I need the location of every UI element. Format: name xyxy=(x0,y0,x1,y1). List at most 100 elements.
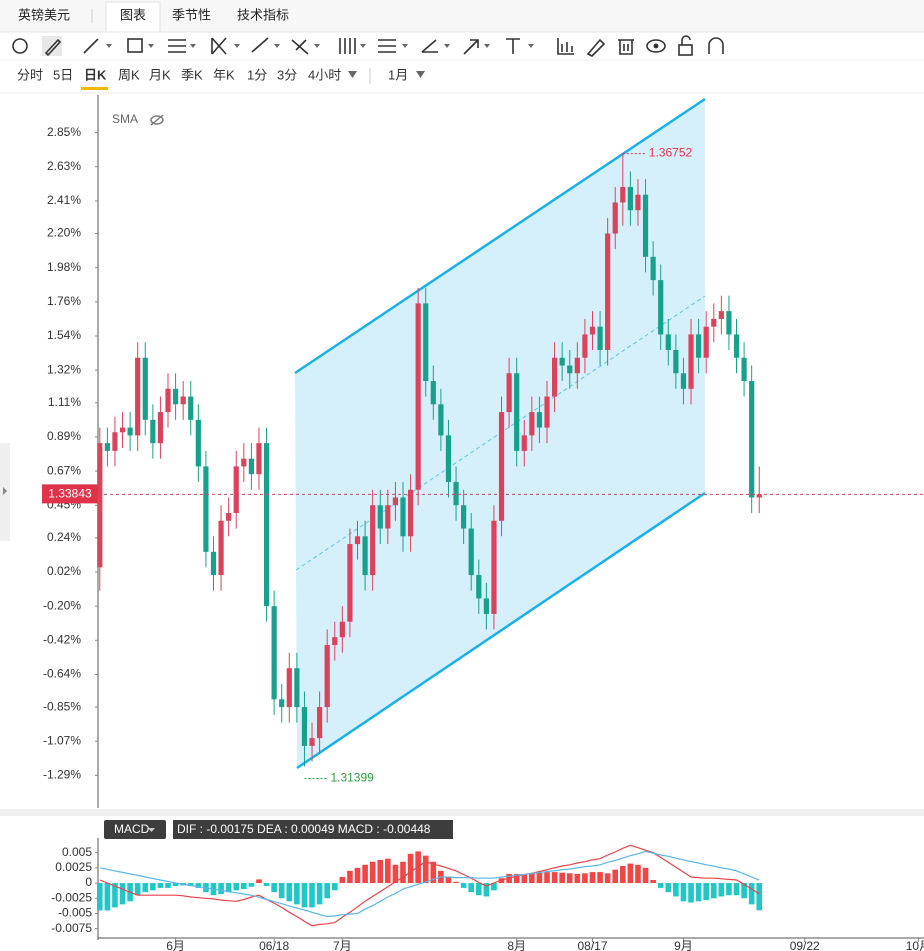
tool-icon[interactable] xyxy=(708,37,724,54)
x-tick-label: 08/17 xyxy=(577,939,607,951)
interval[interactable]: 1分 xyxy=(247,67,267,82)
tool-icon[interactable] xyxy=(127,38,143,53)
candle-body xyxy=(551,357,558,397)
dif-line xyxy=(99,844,760,927)
tool-icon[interactable] xyxy=(586,38,606,57)
interval[interactable]: 季K xyxy=(181,67,203,82)
x-tick-label: 9月 xyxy=(674,939,693,951)
candle-body xyxy=(476,575,482,599)
tool-icon[interactable] xyxy=(44,38,62,57)
macd-bar xyxy=(187,883,194,887)
interval[interactable]: 4小时 xyxy=(308,67,341,82)
tool-icon[interactable] xyxy=(251,37,269,53)
macd-bar xyxy=(392,864,399,884)
tool-icon[interactable] xyxy=(339,38,356,54)
macd-bar xyxy=(748,883,755,905)
tool-icon[interactable] xyxy=(618,39,634,55)
candle-body xyxy=(203,466,209,552)
indicator-label[interactable]: SMA xyxy=(112,112,138,126)
interval[interactable]: 5日 xyxy=(53,67,73,82)
candle-body xyxy=(733,334,740,358)
candle-body xyxy=(119,427,126,433)
candle-body xyxy=(279,699,285,708)
macd-bar xyxy=(453,881,459,884)
tool-icon[interactable] xyxy=(678,44,693,56)
candle-body xyxy=(453,481,459,506)
tool-icon[interactable] xyxy=(211,37,227,55)
tool-icon[interactable] xyxy=(291,39,309,55)
macd-y-tick-label: -0.0075 xyxy=(51,921,92,935)
interval[interactable]: 年K xyxy=(213,67,235,82)
interval[interactable]: 日K xyxy=(84,67,107,82)
macd-bar xyxy=(710,883,717,899)
candle-body xyxy=(438,404,444,436)
candle-body xyxy=(218,520,224,576)
macd-button-label[interactable]: MACD xyxy=(114,822,150,836)
macd-bar xyxy=(612,869,619,884)
macd-bar xyxy=(559,872,565,884)
interval[interactable]: 3分 xyxy=(277,67,297,82)
candle-body xyxy=(483,598,489,614)
tool-icon[interactable] xyxy=(378,39,396,53)
tab[interactable]: 技术指标 xyxy=(237,7,289,22)
candle-body xyxy=(559,357,565,366)
tool-icon[interactable] xyxy=(168,39,186,53)
candle-body xyxy=(97,443,103,568)
macd-bar xyxy=(620,866,626,884)
candle-body xyxy=(696,334,702,358)
candle-body xyxy=(642,194,649,257)
eye-slash xyxy=(150,114,164,126)
tool-icon[interactable] xyxy=(83,38,99,54)
candle-body xyxy=(430,381,436,405)
candle-body xyxy=(135,357,141,436)
y-tick-label: 2.85% xyxy=(47,125,81,139)
high-label: 1.36752 xyxy=(649,146,693,160)
macd-bar xyxy=(483,883,490,897)
candle-body xyxy=(362,536,368,576)
y-tick-label: -0.20% xyxy=(43,598,81,612)
candle-body xyxy=(241,458,247,467)
candle-body xyxy=(635,194,641,211)
macd-bar xyxy=(233,883,240,891)
channel-lower-line xyxy=(296,491,706,770)
macd-bar xyxy=(369,861,376,884)
tool-icon[interactable] xyxy=(506,38,520,54)
tool-icon[interactable] xyxy=(646,39,666,53)
side-arrow xyxy=(3,487,7,495)
candle-body xyxy=(514,373,520,451)
interval[interactable]: 周K xyxy=(118,67,140,82)
macd-bar xyxy=(134,883,141,896)
candle-body xyxy=(317,707,323,739)
candle-body xyxy=(521,435,527,451)
interval[interactable]: 月K xyxy=(149,67,171,82)
tool-icon[interactable] xyxy=(557,38,574,55)
symbol-name[interactable]: 英镑美元 xyxy=(18,7,70,22)
macd-bar xyxy=(248,883,255,887)
candle-body xyxy=(741,357,747,382)
y-tick-label: -0.64% xyxy=(43,667,81,681)
tab[interactable]: 季节性 xyxy=(172,7,211,22)
active-tab[interactable] xyxy=(105,1,161,33)
candle-body xyxy=(150,419,156,444)
macd-bar xyxy=(165,883,171,888)
tool-icon[interactable] xyxy=(12,38,28,54)
candle-body xyxy=(407,489,414,537)
interval[interactable]: 分时 xyxy=(17,67,43,82)
hide-icon[interactable] xyxy=(150,114,164,126)
candle-body xyxy=(263,443,270,607)
macd-bar xyxy=(157,883,164,888)
tool-icon[interactable] xyxy=(463,39,479,55)
macd-y-tick-label: 0.005 xyxy=(62,845,92,859)
macd-bar xyxy=(536,872,543,884)
macd-button[interactable] xyxy=(104,820,166,839)
y-tick-label: -1.29% xyxy=(43,768,81,782)
tab[interactable]: 图表 xyxy=(120,7,146,22)
candle-body xyxy=(491,520,497,614)
candle-body xyxy=(665,334,671,350)
tool-icon[interactable] xyxy=(421,39,438,53)
range-selector[interactable]: 1月 xyxy=(388,67,408,82)
macd-bar xyxy=(521,874,528,884)
macd-bar xyxy=(256,879,262,884)
macd-bar xyxy=(241,883,247,890)
macd-bar xyxy=(195,883,202,888)
